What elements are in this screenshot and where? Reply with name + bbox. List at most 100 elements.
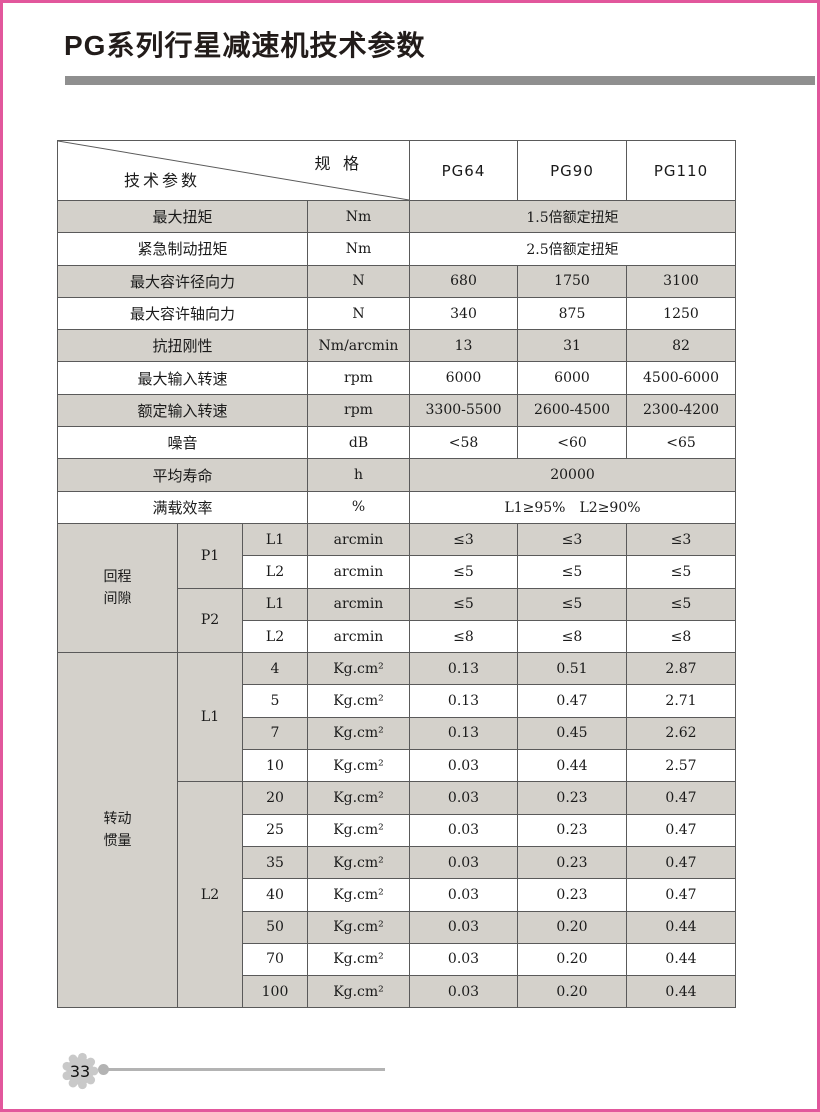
value-cell: 2.57 bbox=[626, 749, 736, 783]
unit-cell: rpm bbox=[307, 393, 410, 428]
value-cell: 1250 bbox=[626, 296, 736, 331]
value-cell: 82 bbox=[626, 329, 736, 363]
ratio-cell: 100 bbox=[242, 975, 308, 1009]
value-cell: 13 bbox=[409, 329, 518, 363]
ratio-cell: 5 bbox=[242, 684, 308, 718]
value-cell: 0.44 bbox=[626, 910, 736, 944]
footer-divider-line bbox=[103, 1068, 385, 1071]
gear-icon bbox=[58, 1049, 102, 1093]
unit-cell: N bbox=[307, 264, 410, 298]
value-cell-merged: L1≥95% L2≥90% bbox=[409, 490, 736, 524]
value-cell: 0.45 bbox=[517, 716, 627, 751]
stage-cell: L1 bbox=[242, 522, 308, 557]
value-cell: ≤8 bbox=[409, 619, 518, 654]
header-corner-cell: 规 格 技术参数 bbox=[57, 140, 410, 201]
ratio-cell: 50 bbox=[242, 910, 308, 944]
value-cell: <60 bbox=[517, 426, 627, 460]
inertia-group-label-line: 惯量 bbox=[103, 833, 132, 850]
table-row: 回程 间隙 P1 L1 arcmin ≤3 ≤3 ≤3 bbox=[57, 522, 736, 654]
backlash-group-label-line: 回程 bbox=[103, 568, 132, 585]
value-cell: ≤5 bbox=[517, 555, 627, 589]
ratio-cell: 20 bbox=[242, 781, 308, 815]
unit-cell: h bbox=[307, 458, 410, 492]
value-cell: 31 bbox=[517, 329, 627, 363]
table-row: 25 Kg.cm² 0.03 0.23 0.47 bbox=[58, 813, 736, 847]
unit-cell: arcmin bbox=[307, 587, 410, 621]
table-header-row: 规 格 技术参数 PG64 PG90 PG110 bbox=[57, 140, 736, 201]
table-row: 满载效率% L1≥95% L2≥90% bbox=[57, 490, 736, 524]
value-cell: 0.47 bbox=[626, 781, 736, 815]
value-cell: 0.23 bbox=[517, 845, 627, 880]
unit-cell: Kg.cm² bbox=[307, 684, 410, 718]
param-label: 最大输入转速 bbox=[57, 361, 308, 395]
value-cell: 0.47 bbox=[626, 845, 736, 880]
page-number: 33 bbox=[69, 1061, 91, 1081]
value-cell: 6000 bbox=[517, 361, 627, 395]
value-cell: ≤3 bbox=[517, 522, 627, 557]
table-row: 100 Kg.cm² 0.03 0.20 0.44 bbox=[58, 975, 736, 1009]
value-cell: 0.44 bbox=[626, 975, 736, 1009]
param-label: 最大容许径向力 bbox=[57, 264, 308, 298]
value-cell: 2.71 bbox=[626, 684, 736, 718]
ratio-cell: 10 bbox=[242, 749, 308, 783]
value-cell: 680 bbox=[409, 264, 518, 298]
spec-table: 规 格 技术参数 PG64 PG90 PG110 最大扭矩 Nm 1.5倍额定扭矩紧… bbox=[57, 140, 736, 1009]
table-row: 噪音 dB <58 <60 <65 bbox=[57, 426, 736, 460]
backlash-group-label-line: 间隙 bbox=[103, 591, 132, 608]
value-cell: 2300-4200 bbox=[626, 393, 736, 428]
value-cell: 0.20 bbox=[517, 975, 627, 1009]
value-cell: ≤8 bbox=[626, 619, 736, 654]
value-cell: 2.87 bbox=[626, 652, 736, 686]
param-label: 额定输入转速 bbox=[57, 393, 308, 428]
value-cell: 0.23 bbox=[517, 781, 627, 815]
value-cell: ≤5 bbox=[517, 587, 627, 621]
unit-cell: arcmin bbox=[307, 619, 410, 654]
value-cell: 0.13 bbox=[409, 684, 518, 718]
value-cell-merged: 2.5倍额定扭矩 bbox=[409, 232, 736, 266]
unit-cell: Kg.cm² bbox=[307, 749, 410, 783]
value-cell: ≤3 bbox=[626, 522, 736, 557]
unit-cell: Kg.cm² bbox=[307, 845, 410, 880]
unit-cell: N bbox=[307, 296, 410, 331]
value-cell: 0.47 bbox=[517, 684, 627, 718]
stage-cell: L2 bbox=[242, 619, 308, 654]
unit-cell: arcmin bbox=[307, 555, 410, 589]
backlash-group-label: 回程 间隙 bbox=[57, 522, 178, 654]
value-cell: 875 bbox=[517, 296, 627, 331]
value-cell: 0.13 bbox=[409, 716, 518, 751]
value-cell: 0.23 bbox=[517, 813, 627, 847]
ratio-cell: 25 bbox=[242, 813, 308, 847]
value-cell: 0.23 bbox=[517, 878, 627, 912]
table-row: 最大容许径向力 N 680 1750 3100 bbox=[57, 264, 736, 298]
param-label: 紧急制动扭矩 bbox=[57, 232, 308, 266]
diagonal-divider-line bbox=[58, 141, 409, 200]
value-cell: 0.47 bbox=[626, 878, 736, 912]
table-row: 最大容许轴向力 N 340 875 1250 bbox=[57, 296, 736, 331]
ratio-cell: 40 bbox=[242, 878, 308, 912]
value-cell: 0.03 bbox=[409, 975, 518, 1009]
column-header-pg90: PG90 bbox=[517, 140, 627, 201]
table-row: 最大输入转速 rpm 6000 6000 4500-6000 bbox=[57, 361, 736, 395]
value-cell: 0.03 bbox=[409, 845, 518, 880]
table-row: L2 arcmin ≤5 ≤5 ≤5 bbox=[58, 555, 736, 589]
value-cell: <58 bbox=[409, 426, 518, 460]
table-row: 5 Kg.cm² 0.13 0.47 2.71 bbox=[58, 684, 736, 718]
value-cell-merged: 20000 bbox=[409, 458, 736, 492]
value-cell: ≤3 bbox=[409, 522, 518, 557]
unit-cell: dB bbox=[307, 426, 410, 460]
value-cell: 0.03 bbox=[409, 942, 518, 977]
unit-cell: Kg.cm² bbox=[307, 781, 410, 815]
table-row: 70 Kg.cm² 0.03 0.20 0.44 bbox=[58, 942, 736, 977]
stage-group-label: L2 bbox=[177, 781, 243, 1009]
table-row: 50 Kg.cm² 0.03 0.20 0.44 bbox=[58, 910, 736, 944]
inertia-group-label: 转动 惯量 bbox=[57, 652, 178, 1009]
param-label: 抗扭刚性 bbox=[57, 329, 308, 363]
value-cell: 0.03 bbox=[409, 781, 518, 815]
table-row: 35 Kg.cm² 0.03 0.23 0.47 bbox=[58, 845, 736, 880]
value-cell: 0.20 bbox=[517, 942, 627, 977]
value-cell: 0.03 bbox=[409, 813, 518, 847]
page-title: PG系列行星减速机技术参数 bbox=[64, 30, 426, 61]
value-cell: 3300-5500 bbox=[409, 393, 518, 428]
value-cell: 4500-6000 bbox=[626, 361, 736, 395]
header-param-label: 技术参数 bbox=[124, 173, 201, 190]
